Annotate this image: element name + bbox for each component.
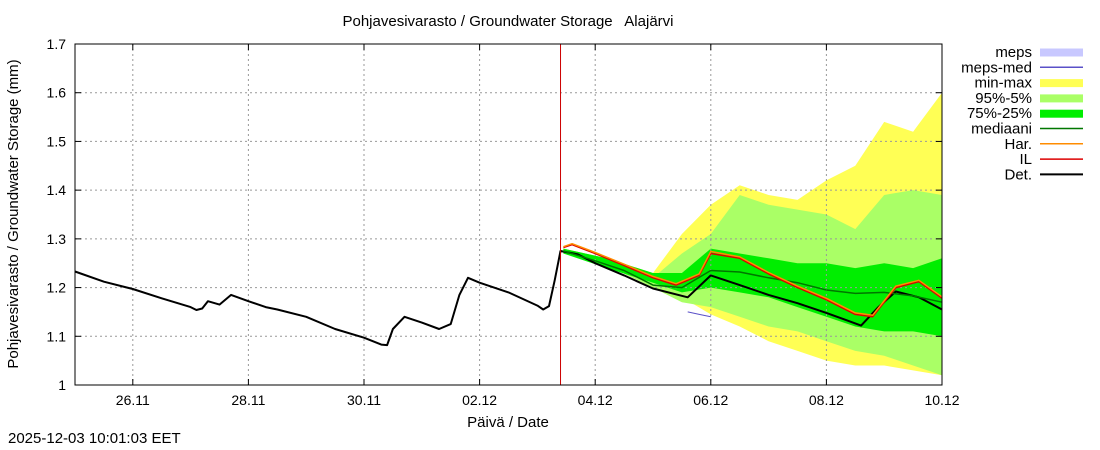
plot-frame (74, 43, 943, 386)
y-tick-label: 1 (58, 377, 66, 393)
series-il-line (563, 243, 943, 318)
legend-label-il: IL (1019, 151, 1032, 168)
y-tick-label: 1.1 (47, 328, 67, 344)
x-tick-label: 04.12 (578, 392, 613, 408)
band-layer (563, 92, 942, 376)
legend-label-meps: meps (995, 44, 1032, 61)
legend: mepsmeps-medmin-max95%-5%75%-25%mediaani… (961, 44, 1083, 183)
y-tick-label: 1.7 (47, 36, 67, 52)
legend-swatch-p95-5 (1040, 94, 1083, 103)
series-meps-med-line (687, 311, 711, 318)
series-det-line (74, 250, 943, 347)
axis-ticks: 26.11 28.11 30.11 02.12 04.12 06.12 08.12 10.12… (47, 36, 960, 408)
x-tick-label: 26.11 (116, 392, 150, 408)
x-tick-label: 08.12 (809, 392, 844, 408)
timestamp-footer: 2025-12-03 10:01:03 EET (8, 430, 181, 447)
legend-label-har: Har. (1004, 136, 1032, 153)
legend-label-p75-25: 75%-25% (967, 105, 1032, 122)
legend-label-det: Det. (1004, 166, 1032, 183)
x-tick-label: 06.12 (693, 392, 728, 408)
series-har-line (563, 242, 943, 317)
series-layer (74, 242, 943, 347)
x-tick-label: 30.11 (347, 392, 381, 408)
y-tick-label: 1.5 (47, 133, 67, 149)
legend-swatch-p75-25 (1040, 109, 1083, 118)
x-tick-label: 28.11 (231, 392, 265, 408)
y-tick-label: 1.6 (47, 85, 67, 101)
series-mediaani-line (563, 250, 943, 303)
y-tick-label: 1.3 (47, 231, 67, 247)
chart-title: Pohjavesivarasto / Groundwater Storage A… (342, 13, 673, 30)
x-axis-label: Päivä / Date (467, 414, 549, 431)
x-tick-label: 02.12 (462, 392, 497, 408)
y-axis-label: Pohjavesivarasto / Groundwater Storage (… (5, 59, 22, 368)
grid-layer (75, 44, 942, 385)
legend-swatch-minmax (1040, 79, 1083, 88)
legend-label-p95-5: 95%-5% (975, 90, 1032, 107)
y-tick-label: 1.4 (47, 182, 67, 198)
legend-label-meps-med: meps-med (961, 59, 1032, 76)
x-tick-label: 10.12 (924, 392, 959, 408)
band-75-25 (563, 248, 942, 337)
legend-label-median: mediaani (971, 121, 1032, 138)
legend-label-minmax: min-max (974, 75, 1032, 92)
y-tick-label: 1.2 (47, 280, 67, 296)
legend-swatch-meps (1040, 48, 1083, 57)
